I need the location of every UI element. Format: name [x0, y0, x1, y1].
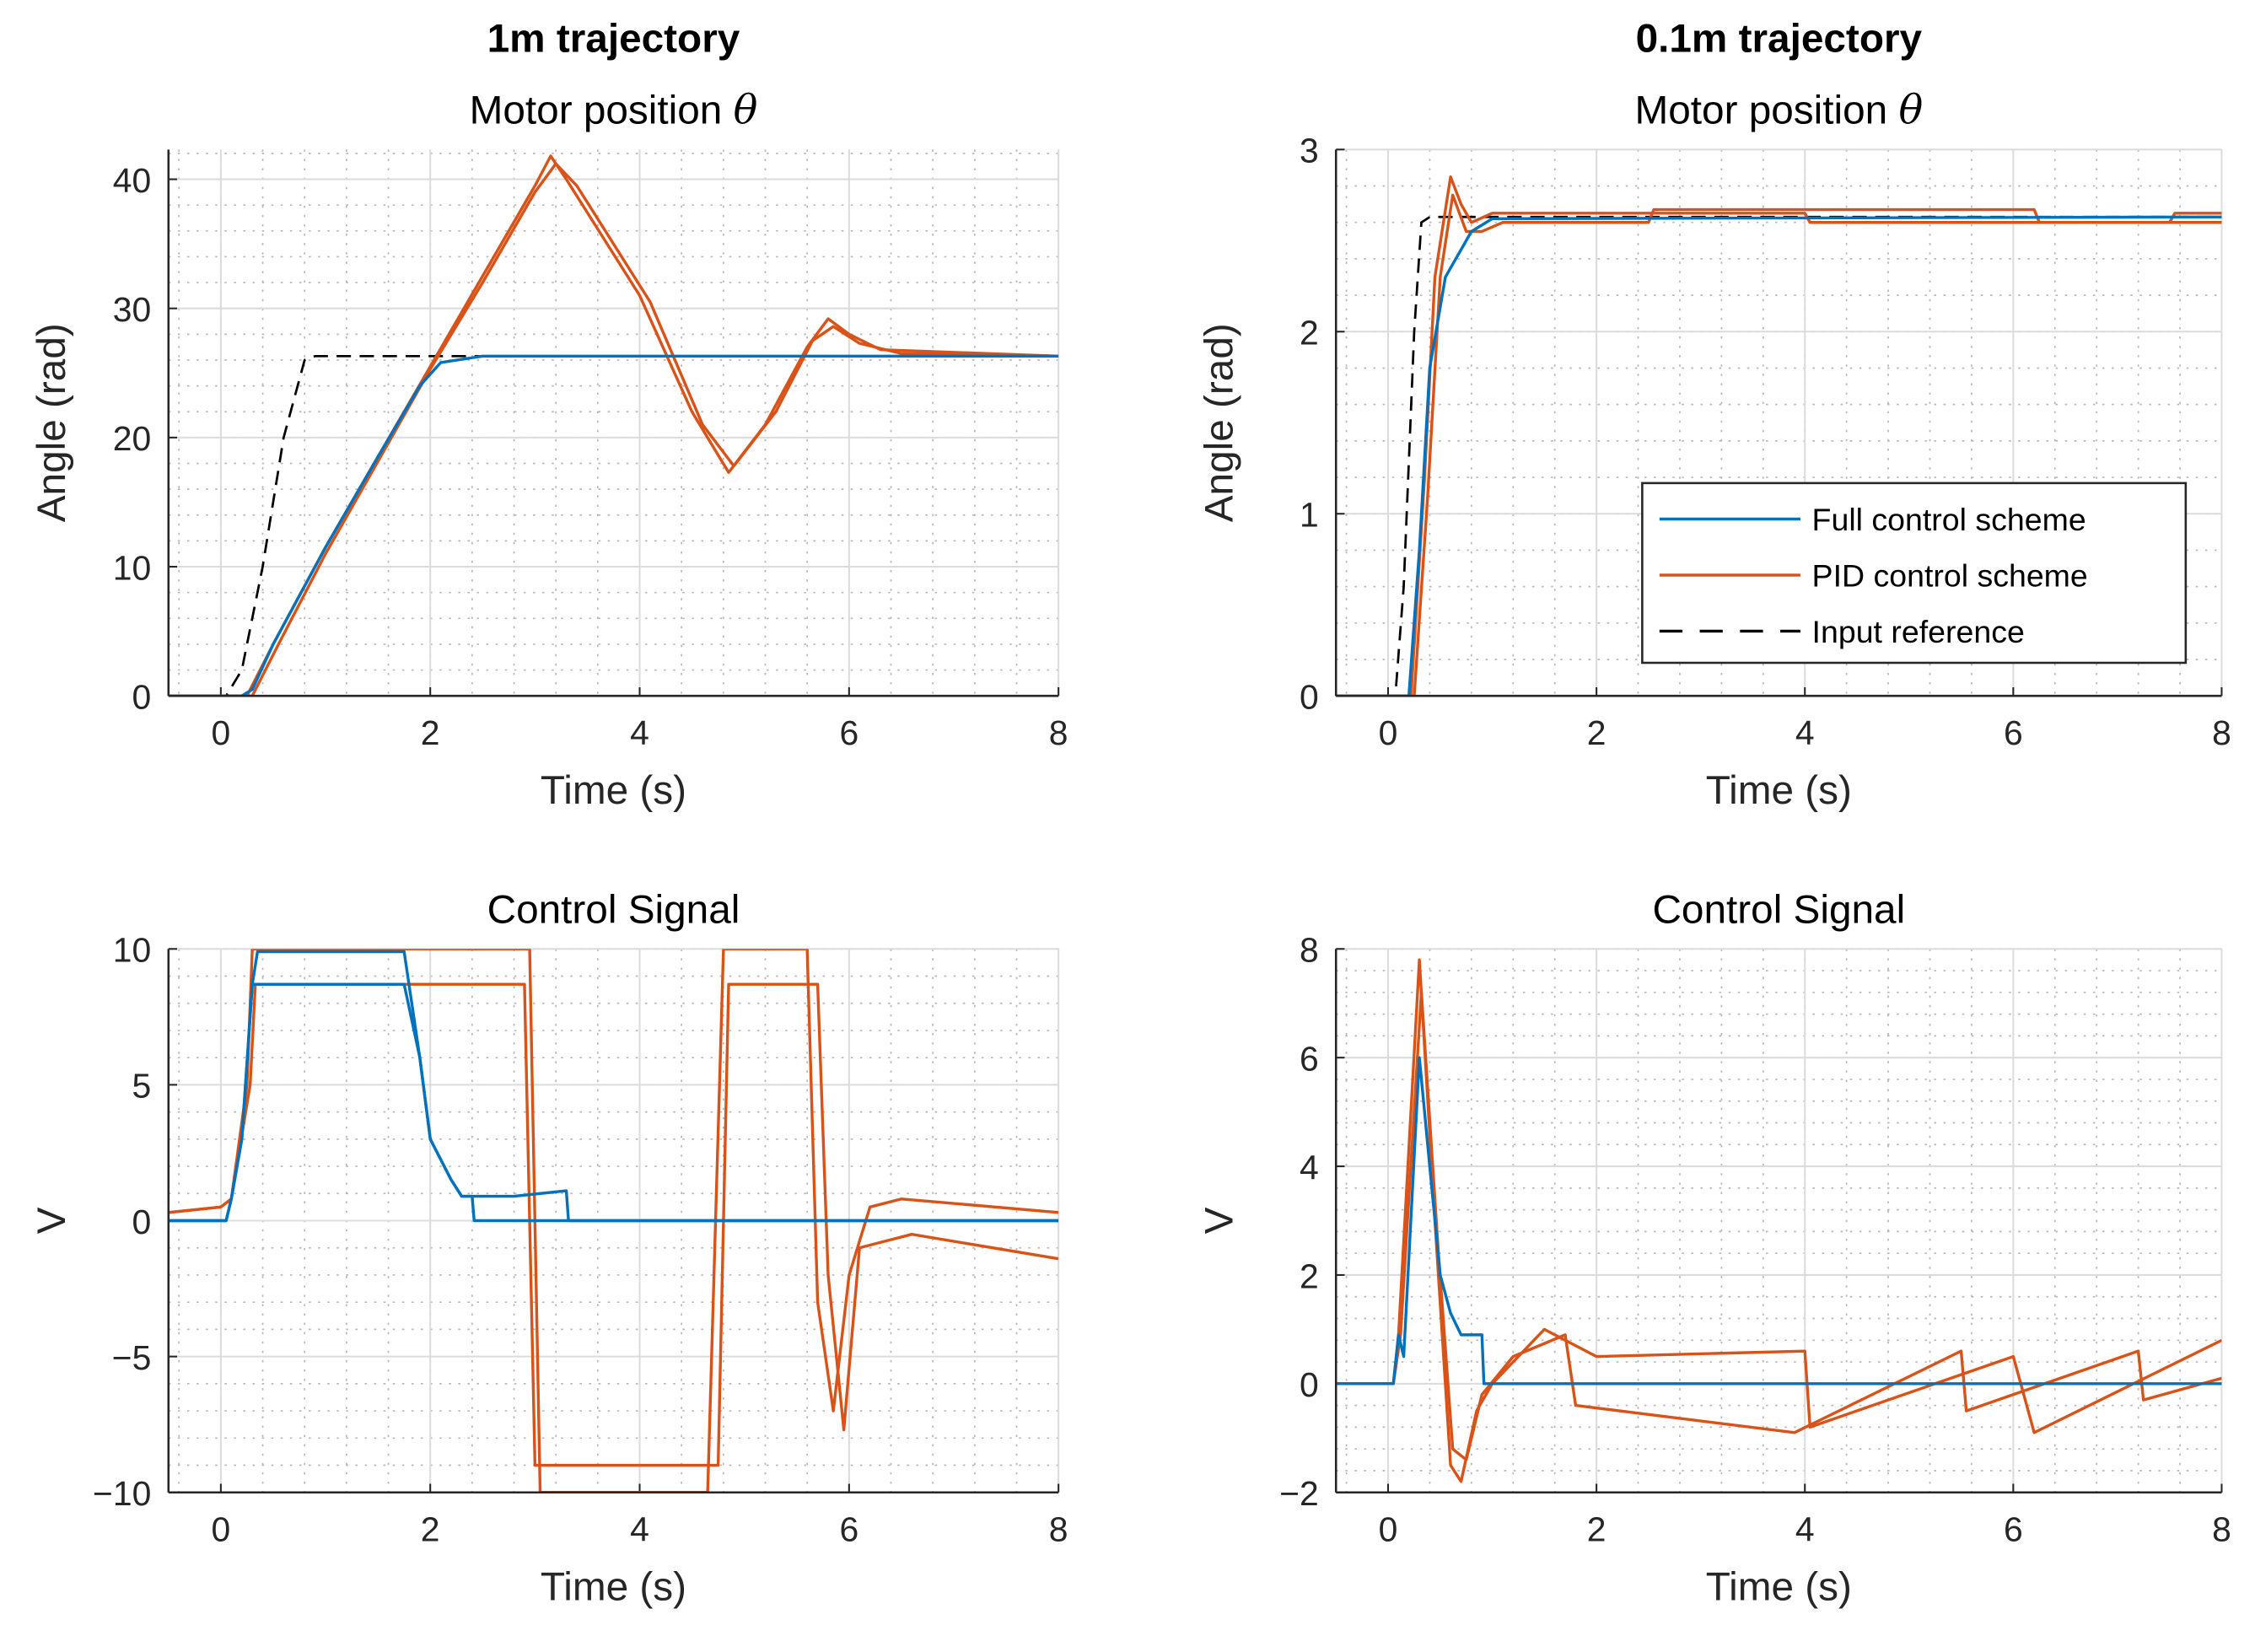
- title-symbol: θ: [1898, 88, 1923, 134]
- y-tick-label: −5: [112, 1338, 152, 1377]
- x-tick-label: 8: [1049, 1510, 1068, 1549]
- x-tick-label: 0: [211, 713, 230, 752]
- x-tick-label: 6: [839, 713, 858, 752]
- chart-title: Motor position θ: [470, 88, 758, 134]
- x-axis-label: Time (s): [541, 768, 686, 813]
- y-tick-label: 0: [132, 678, 152, 717]
- y-tick-label: 10: [113, 548, 152, 587]
- y-tick-label: 8: [1300, 931, 1319, 970]
- legend: Full control scheme PID control scheme Inp…: [1641, 482, 2188, 665]
- chart-panel-3: 0 2 4 6 8 −2 0 2 4 6 8 Time (s) V Control Signal: [1197, 888, 2231, 1610]
- chart-title: Motor position θ: [1634, 88, 1923, 134]
- title-symbol: θ: [734, 88, 758, 134]
- series-line-pid: [1336, 991, 2222, 1461]
- y-tick-label: 0: [132, 1203, 152, 1241]
- chart-title-text: Motor position: [1634, 89, 1887, 133]
- chart-title-text: Motor position: [470, 89, 723, 133]
- x-axis-label: Time (s): [1706, 768, 1852, 813]
- series-line-full: [1336, 215, 2222, 697]
- x-axis-label: Time (s): [541, 1565, 686, 1610]
- x-tick-label: 4: [630, 1510, 649, 1549]
- y-tick-label: −10: [93, 1474, 151, 1513]
- title-space: [722, 89, 733, 133]
- x-tick-label: 6: [2004, 713, 2023, 752]
- chart-panel-2: 0 2 4 6 8 −10 −5 0 5 10 Time (s) V Control Signal: [30, 888, 1068, 1610]
- x-tick-label: 2: [421, 1510, 440, 1549]
- x-tick-label: 0: [1379, 713, 1398, 752]
- x-tick-label: 0: [211, 1510, 230, 1549]
- chart-title: Control Signal: [1652, 888, 1905, 933]
- y-tick-label: 1: [1300, 496, 1319, 535]
- x-tick-label: 0: [1379, 1510, 1398, 1549]
- x-tick-label: 4: [1795, 713, 1815, 752]
- x-tick-label: 6: [839, 1510, 858, 1549]
- y-tick-label: 3: [1300, 132, 1319, 170]
- y-axis-label: V: [1197, 1207, 1241, 1234]
- series-line-ref: [168, 354, 1059, 697]
- y-tick-label: 4: [1300, 1148, 1319, 1187]
- chart-supertitle: 1m trajectory: [487, 16, 740, 61]
- series-line-ref: [1336, 215, 2222, 697]
- chart-panel-1: 0 2 4 6 8 0 1 2 3 Time (s) Angle (rad) 0.1m traject…: [1197, 16, 2231, 813]
- series-line-full: [168, 982, 1059, 1223]
- series-line-full: [168, 354, 1059, 697]
- x-tick-label: 4: [1795, 1510, 1815, 1549]
- legend-label: Input reference: [1812, 614, 2025, 649]
- legend-label: PID control scheme: [1812, 558, 2088, 594]
- chart-title: Control Signal: [487, 888, 740, 933]
- x-tick-label: 2: [421, 713, 440, 752]
- x-tick-label: 2: [1587, 1510, 1606, 1549]
- chart-title-text: Control Signal: [1652, 888, 1905, 933]
- legend-label: Full control scheme: [1812, 502, 2086, 537]
- y-axis-label: Angle (rad): [30, 323, 74, 522]
- y-axis-label: Angle (rad): [1197, 323, 1241, 522]
- x-tick-label: 8: [1049, 713, 1068, 752]
- y-tick-label: 0: [1300, 678, 1319, 717]
- y-tick-label: 2: [1300, 1256, 1319, 1295]
- y-tick-label: 20: [113, 419, 152, 458]
- x-tick-label: 8: [2212, 713, 2231, 752]
- y-tick-label: 40: [113, 161, 152, 200]
- y-tick-label: 5: [132, 1067, 152, 1106]
- chart-supertitle: 0.1m trajectory: [1636, 16, 1923, 61]
- y-tick-label: 2: [1300, 314, 1319, 352]
- series-line-pid: [168, 162, 1059, 697]
- series-line-pid: [1336, 958, 2222, 1483]
- y-tick-label: 10: [113, 931, 152, 970]
- x-tick-label: 8: [2212, 1510, 2231, 1549]
- x-tick-label: 4: [630, 713, 649, 752]
- series-line-full: [1336, 1056, 2222, 1386]
- x-tick-label: 2: [1587, 713, 1606, 752]
- plot-area: [1336, 949, 2222, 1493]
- chart-title-text: Control Signal: [487, 888, 740, 933]
- x-tick-label: 6: [2004, 1510, 2023, 1549]
- y-tick-label: 0: [1300, 1365, 1319, 1404]
- plot-area: [168, 149, 1059, 697]
- series-line-pid: [1336, 193, 2222, 697]
- chart-panel-0: 0 2 4 6 8 0 10 20 30 40 Time (s) Angle (rad) 1m traj…: [30, 16, 1068, 813]
- y-axis-label: V: [30, 1207, 74, 1234]
- y-tick-label: 6: [1300, 1040, 1319, 1079]
- legend-box: [1641, 482, 2188, 665]
- y-tick-label: 30: [113, 290, 152, 329]
- title-space: [1887, 89, 1898, 133]
- x-axis-label: Time (s): [1706, 1565, 1852, 1610]
- y-tick-label: −2: [1279, 1474, 1319, 1513]
